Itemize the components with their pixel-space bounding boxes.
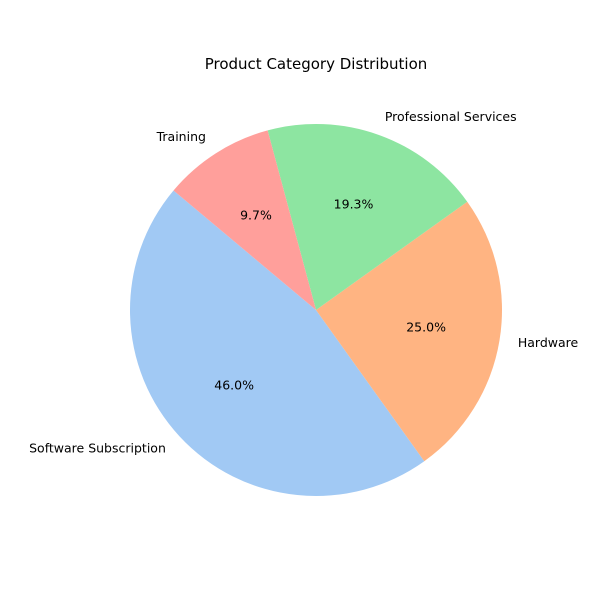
pie-slice-professional-services: [267, 124, 468, 311]
slice-percent-hardware: 25.0%: [406, 320, 446, 335]
slice-label-professional-services: Professional Services: [385, 109, 517, 124]
chart-title: Product Category Distribution: [205, 55, 428, 73]
pie-slice-software-subscription: [130, 190, 425, 496]
pie-slices: [130, 124, 502, 496]
slice-percent-training: 9.7%: [240, 207, 272, 222]
pie-slice-hardware: [316, 201, 502, 462]
slice-percent-professional-services: 19.3%: [334, 196, 374, 211]
pie-labels: Software Subscription 46.0% Hardware 25.0% P…: [29, 109, 578, 456]
pie-slice-training: [173, 130, 316, 310]
slice-label-software-subscription: Software Subscription: [29, 441, 166, 456]
slice-label-hardware: Hardware: [518, 335, 579, 350]
slice-label-training: Training: [156, 129, 206, 144]
slice-percent-software-subscription: 46.0%: [214, 377, 254, 392]
